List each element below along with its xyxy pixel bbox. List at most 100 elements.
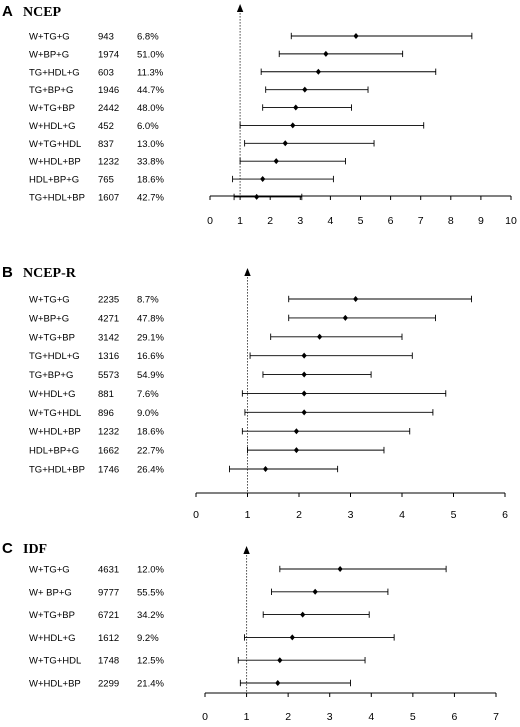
row-label: W+HDL+BP: [29, 679, 81, 690]
point-estimate: [282, 140, 288, 147]
row-n: 1232: [98, 427, 119, 438]
panel-title: NCEP: [23, 5, 62, 20]
point-estimate: [262, 466, 269, 473]
point-estimate: [302, 86, 308, 93]
row-label: W+TG+HDL: [29, 408, 81, 419]
row-n: 4631: [98, 565, 119, 576]
row-percent: 18.6%: [137, 175, 164, 186]
x-tick-label: 5: [410, 711, 416, 723]
row-n: 5573: [98, 370, 119, 381]
row-label: W+TG+G: [29, 565, 70, 576]
row-n: 896: [98, 408, 114, 419]
row-percent: 21.4%: [137, 679, 164, 690]
x-tick-label: 0: [193, 509, 199, 521]
x-tick-label: 6: [388, 215, 394, 227]
row-label: W+TG+HDL: [29, 139, 81, 150]
x-tick-label: 8: [448, 215, 454, 227]
panel-a: A NCEP 0 1 2 3 4 5 6 7 8 9 10 W+TG+G 943 6.8% W+BP+G 1974…: [2, 3, 517, 227]
row-n: 837: [98, 139, 114, 150]
x-tick-label: 7: [493, 711, 499, 723]
point-estimate: [293, 104, 299, 111]
row-label: W+BP+G: [29, 313, 69, 324]
row-n: 765: [98, 175, 114, 186]
row-label: W+TG+G: [29, 32, 70, 43]
row-label: W+HDL+BP: [29, 157, 81, 168]
point-estimate: [312, 588, 318, 595]
x-tick-label: 4: [399, 509, 405, 521]
row-label: W+HDL+BP: [29, 427, 81, 438]
row-label: W+HDL+G: [29, 633, 75, 644]
point-estimate: [323, 50, 329, 57]
point-estimate: [353, 296, 359, 302]
row-percent: 7.6%: [137, 389, 159, 400]
row-percent: 12.0%: [137, 565, 164, 576]
x-tick-label: 0: [207, 215, 213, 227]
x-tick-label: 4: [368, 711, 374, 723]
row-percent: 48.0%: [137, 103, 164, 114]
row-n: 603: [98, 67, 114, 78]
point-estimate: [275, 680, 281, 686]
point-estimate: [260, 176, 266, 183]
row-n: 3142: [98, 332, 119, 343]
row-n: 452: [98, 121, 114, 132]
row-percent: 9.0%: [137, 408, 159, 419]
x-tick-label: 2: [296, 509, 302, 521]
row-percent: 29.1%: [137, 332, 164, 343]
panel-label: A: [2, 3, 13, 20]
row-n: 1748: [98, 656, 119, 667]
row-percent: 42.7%: [137, 192, 164, 203]
row-n: 1746: [98, 465, 119, 476]
panel-c: C IDF 0 1 2 3 4 5 6 7 W+TG+G 4631 12.0% W+ BP+G 9777 55…: [2, 540, 499, 723]
panel-title: IDF: [23, 542, 47, 557]
point-estimate: [289, 634, 295, 641]
row-n: 9777: [98, 587, 119, 598]
reference-arrow: [236, 4, 244, 12]
row-label: W+TG+BP: [29, 332, 75, 343]
x-tick-label: 1: [237, 215, 243, 227]
point-estimate: [273, 158, 279, 165]
row-percent: 34.2%: [137, 610, 164, 621]
point-estimate: [293, 428, 300, 435]
row-percent: 51.0%: [137, 49, 164, 60]
row-percent: 9.2%: [137, 633, 159, 644]
row-label: W+TG+HDL: [29, 656, 81, 667]
point-estimate: [337, 566, 343, 572]
row-label: W+BP+G: [29, 49, 69, 60]
point-estimate: [301, 390, 307, 397]
row-n: 4271: [98, 313, 119, 324]
row-n: 2235: [98, 295, 119, 306]
panel-title: NCEP-R: [23, 266, 77, 281]
point-estimate: [254, 193, 260, 200]
row-label: TG+BP+G: [29, 370, 73, 381]
row-n: 6721: [98, 610, 119, 621]
row-percent: 22.7%: [137, 446, 164, 457]
point-estimate: [301, 352, 307, 359]
point-estimate: [301, 409, 307, 416]
row-n: 881: [98, 389, 114, 400]
row-n: 2442: [98, 103, 119, 114]
row-percent: 11.3%: [137, 67, 164, 78]
row-percent: 12.5%: [137, 656, 164, 667]
point-estimate: [315, 68, 321, 75]
row-label: W+TG+BP: [29, 610, 75, 621]
point-estimate: [342, 314, 348, 321]
row-label: TG+HDL+G: [29, 67, 80, 78]
x-tick-label: 5: [358, 215, 364, 227]
row-percent: 54.9%: [137, 370, 164, 381]
point-estimate: [317, 333, 323, 340]
x-tick-label: 2: [285, 711, 291, 723]
row-percent: 13.0%: [137, 139, 164, 150]
row-label: TG+HDL+BP: [29, 192, 85, 203]
x-tick-label: 5: [451, 509, 457, 521]
row-label: HDL+BP+G: [29, 446, 79, 457]
row-percent: 26.4%: [137, 465, 164, 476]
x-tick-label: 1: [244, 711, 250, 723]
x-tick-label: 1: [245, 509, 251, 521]
point-estimate: [290, 122, 296, 129]
panel-label: B: [2, 264, 13, 281]
row-percent: 47.8%: [137, 313, 164, 324]
row-label: TG+HDL+G: [29, 351, 80, 362]
x-tick-label: 3: [348, 509, 354, 521]
row-n: 1232: [98, 157, 119, 168]
